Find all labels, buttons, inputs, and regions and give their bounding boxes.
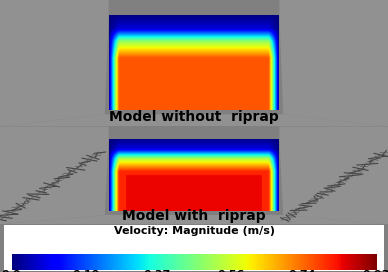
Text: 0.0: 0.0 [2, 270, 21, 272]
FancyBboxPatch shape [4, 225, 384, 271]
Polygon shape [0, 0, 109, 126]
Text: 0.19: 0.19 [73, 270, 100, 272]
Text: 0.93: 0.93 [363, 270, 388, 272]
Polygon shape [0, 126, 109, 224]
Text: 0.74: 0.74 [288, 270, 315, 272]
Polygon shape [279, 126, 388, 224]
Text: 0.37: 0.37 [143, 270, 170, 272]
Text: Velocity: Magnitude (m/s): Velocity: Magnitude (m/s) [114, 226, 274, 236]
Text: 0.56: 0.56 [218, 270, 245, 272]
Text: Model with  riprap: Model with riprap [122, 209, 266, 223]
Polygon shape [0, 114, 388, 126]
Polygon shape [279, 0, 388, 126]
Polygon shape [0, 215, 388, 224]
Text: Model without  riprap: Model without riprap [109, 110, 279, 124]
